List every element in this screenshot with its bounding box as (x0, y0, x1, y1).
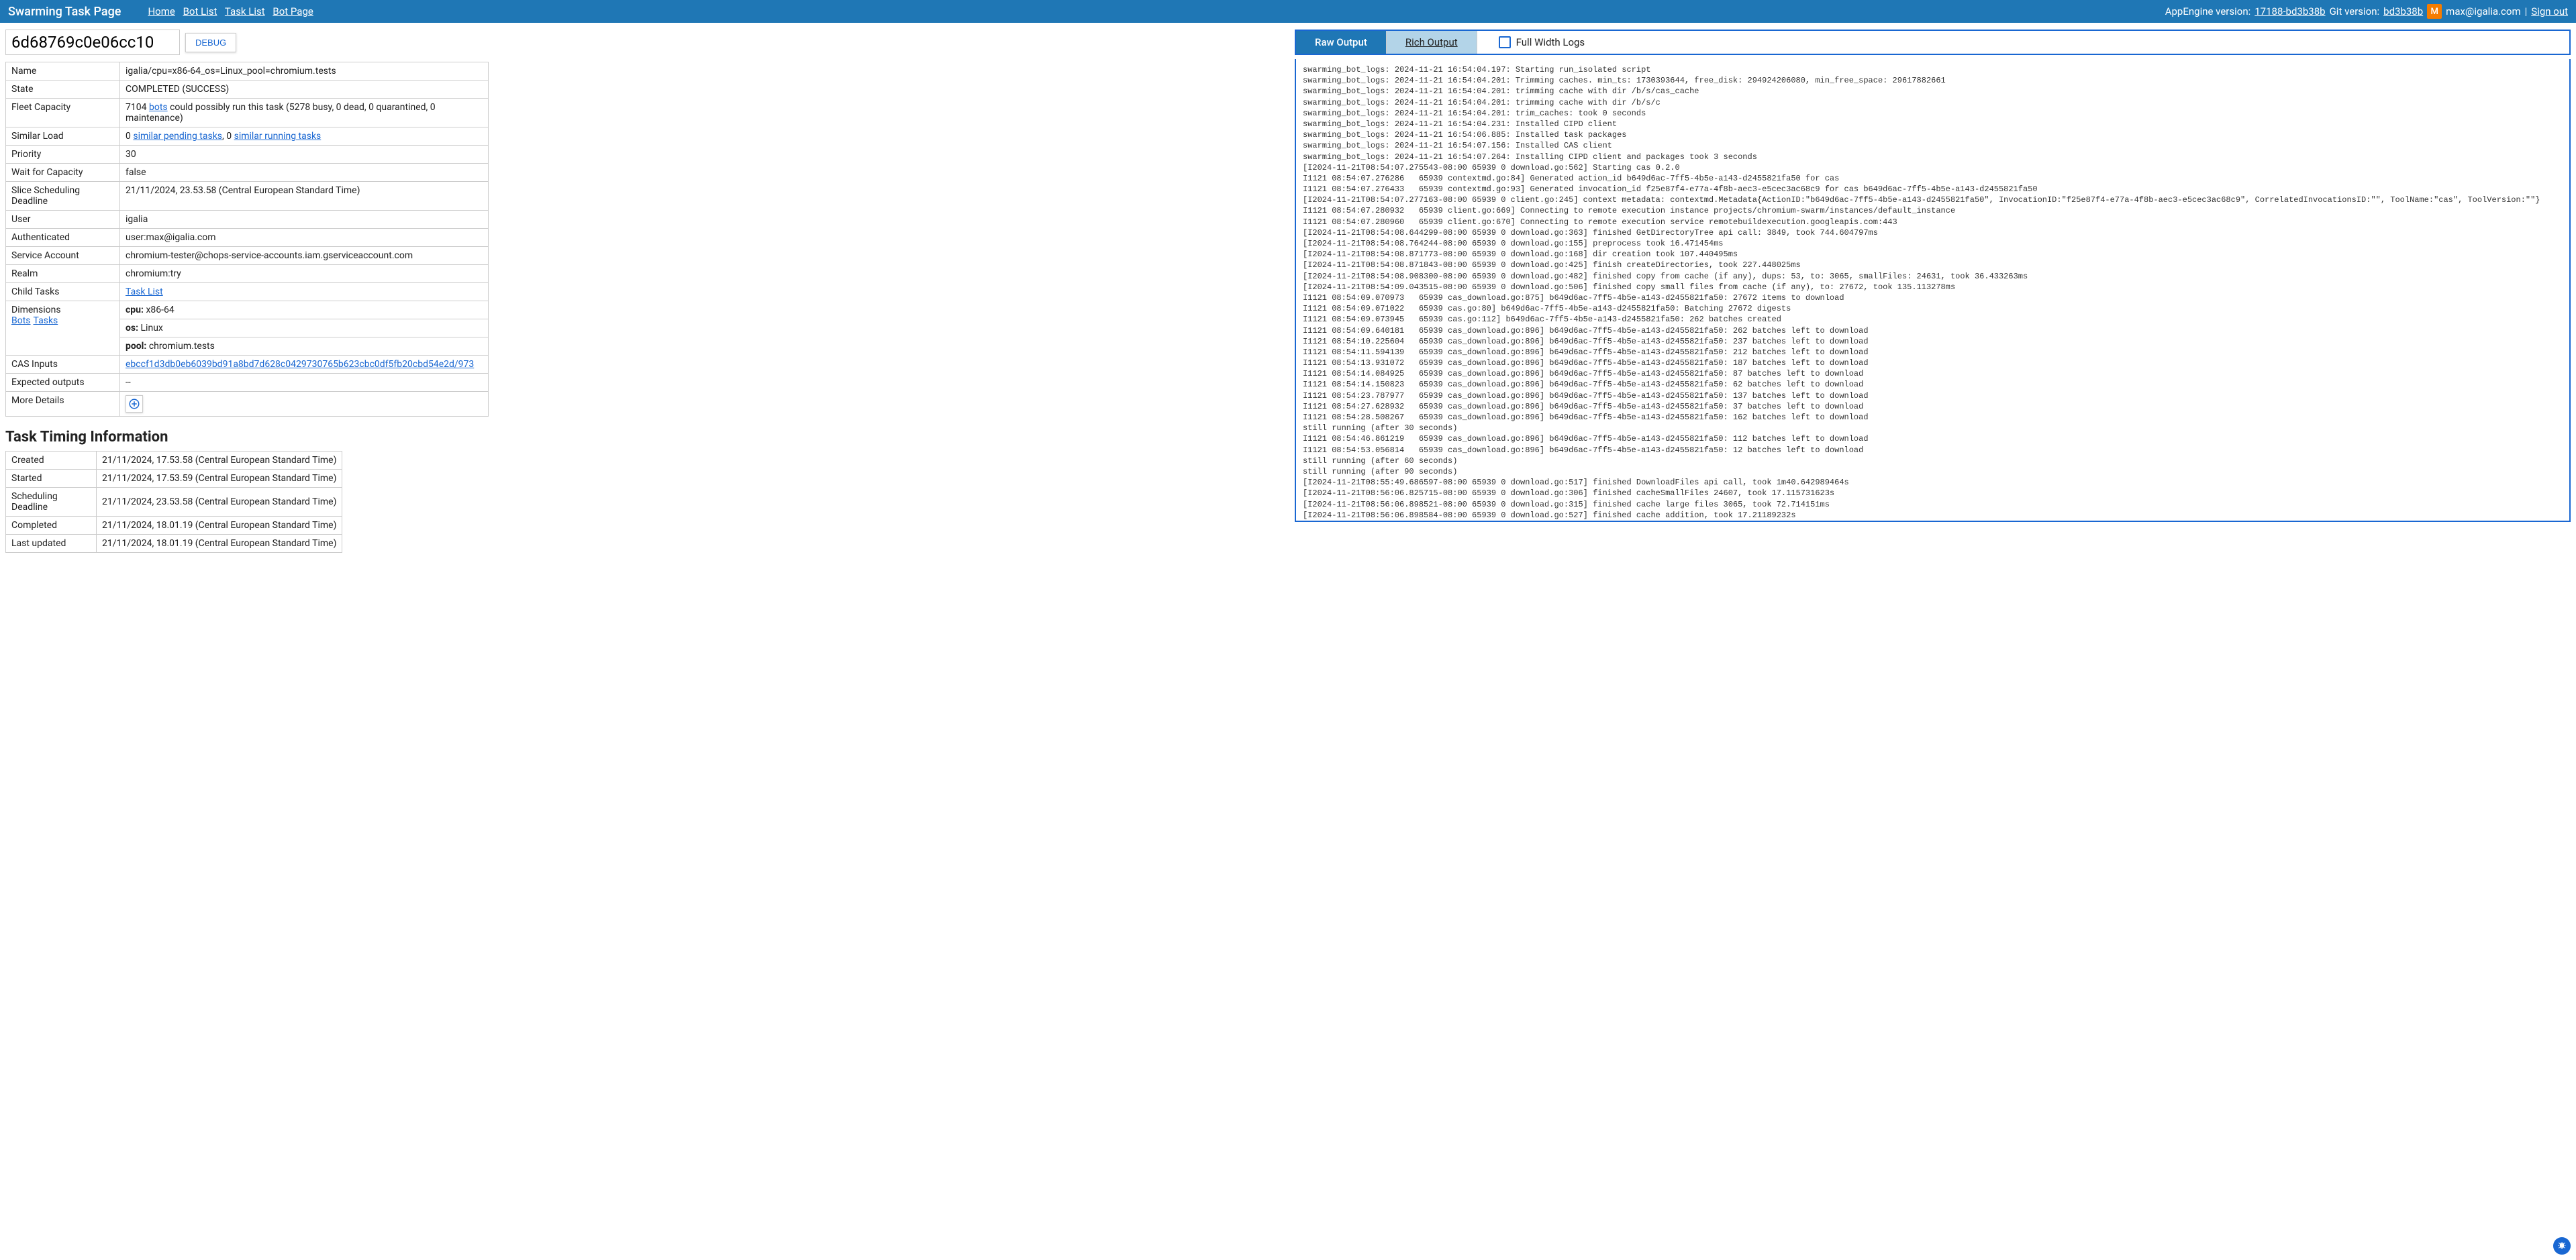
nav-bot-page[interactable]: Bot Page (273, 5, 313, 17)
header-nav: Home Bot List Task List Bot Page (148, 5, 318, 17)
row-auth-val: user:max@igalia.com (120, 229, 489, 247)
row-user-key: User (6, 211, 120, 229)
row-svcacct-key: Service Account (6, 247, 120, 265)
nav-home[interactable]: Home (148, 5, 175, 17)
feedback-bug-icon[interactable] (2553, 1237, 2571, 1255)
row-deadline-key: Slice Scheduling Deadline (6, 182, 120, 211)
row-fleet-key: Fleet Capacity (6, 99, 120, 127)
child-tasks-link[interactable]: Task List (126, 286, 163, 297)
row-priority-key: Priority (6, 146, 120, 164)
cas-inputs-link[interactable]: ebccf1d3db0eb6039bd91a8bd7d628c042973076… (126, 359, 474, 370)
row-user-val: igalia (120, 211, 489, 229)
header-right: AppEngine version: 17188-bd3b38b Git ver… (2165, 4, 2568, 19)
row-svcacct-val: chromium-tester@chops-service-accounts.i… (120, 247, 489, 265)
dim-pool: pool: chromium.tests (120, 337, 489, 356)
git-version-link[interactable]: bd3b38b (2383, 5, 2423, 17)
appengine-version-link[interactable]: 17188-bd3b38b (2255, 5, 2325, 17)
row-dims-key: Dimensions BotsTasks (6, 301, 120, 356)
timing-started-k: Started (6, 470, 97, 488)
row-name-val: igalia/cpu=x86-64_os=Linux_pool=chromium… (120, 62, 489, 81)
user-email: max@igalia.com (2446, 5, 2520, 17)
dim-os: os: Linux (120, 319, 489, 337)
similar-running-link[interactable]: similar running tasks (234, 131, 321, 142)
row-child-key: Child Tasks (6, 283, 120, 301)
row-expout-key: Expected outputs (6, 374, 120, 392)
appengine-label: AppEngine version: (2165, 5, 2251, 17)
log-output[interactable]: swarming_bot_logs: 2024-11-21 16:54:04.1… (1295, 59, 2571, 522)
task-info-table: Nameigalia/cpu=x86-64_os=Linux_pool=chro… (5, 62, 489, 417)
row-realm-key: Realm (6, 265, 120, 283)
timing-completed-v: 21/11/2024, 18.01.19 (Central European S… (97, 517, 342, 535)
timing-sched-v: 21/11/2024, 23.53.58 (Central European S… (97, 488, 342, 517)
tab-rich-output[interactable]: Rich Output (1387, 31, 1477, 54)
timing-section-title: Task Timing Information (5, 429, 1288, 445)
output-tabs: Raw Output Rich Output Full Width Logs (1295, 30, 2571, 55)
row-state-val: COMPLETED (SUCCESS) (120, 81, 489, 99)
row-realm-val: chromium:try (120, 265, 489, 283)
row-name-key: Name (6, 62, 120, 81)
signout-link[interactable]: Sign out (2531, 5, 2568, 17)
app-header: Swarming Task Page Home Bot List Task Li… (0, 0, 2576, 23)
nav-task-list[interactable]: Task List (225, 5, 265, 17)
tab-raw-output[interactable]: Raw Output (1296, 31, 1387, 54)
avatar[interactable]: M (2427, 4, 2442, 19)
full-width-label: Full Width Logs (1516, 36, 1585, 48)
row-wait-val: false (120, 164, 489, 182)
timing-updated-k: Last updated (6, 535, 97, 553)
page-title: Swarming Task Page (8, 5, 121, 19)
full-width-checkbox[interactable] (1499, 36, 1511, 48)
timing-sched-k: Scheduling Deadline (6, 488, 97, 517)
git-label: Git version: (2330, 5, 2380, 17)
row-wait-key: Wait for Capacity (6, 164, 120, 182)
row-auth-key: Authenticated (6, 229, 120, 247)
timing-completed-k: Completed (6, 517, 97, 535)
row-similar-key: Similar Load (6, 127, 120, 146)
row-more-key: More Details (6, 392, 120, 417)
more-details-expand-button[interactable] (126, 395, 143, 413)
row-cas-key: CAS Inputs (6, 356, 120, 374)
fleet-bots-link[interactable]: bots (149, 102, 168, 113)
timing-started-v: 21/11/2024, 17.53.59 (Central European S… (97, 470, 342, 488)
row-expout-val: -- (120, 374, 489, 392)
row-fleet-val: 7104 bots could possibly run this task (… (120, 99, 489, 127)
dim-cpu: cpu: x86-64 (120, 301, 489, 319)
timing-created-v: 21/11/2024, 17.53.58 (Central European S… (97, 452, 342, 470)
row-state-key: State (6, 81, 120, 99)
nav-bot-list[interactable]: Bot List (183, 5, 217, 17)
similar-pending-link[interactable]: similar pending tasks (133, 131, 222, 142)
task-id-input[interactable] (5, 30, 180, 55)
row-deadline-val: 21/11/2024, 23.53.58 (Central European S… (120, 182, 489, 211)
timing-created-k: Created (6, 452, 97, 470)
timing-updated-v: 21/11/2024, 18.01.19 (Central European S… (97, 535, 342, 553)
debug-button[interactable]: DEBUG (185, 33, 236, 52)
timing-table: Created21/11/2024, 17.53.58 (Central Eur… (5, 451, 342, 553)
dims-tasks-link[interactable]: Tasks (34, 315, 58, 326)
dims-bots-link[interactable]: Bots (11, 315, 31, 326)
row-similar-val: 0 similar pending tasks, 0 similar runni… (120, 127, 489, 146)
row-priority-val: 30 (120, 146, 489, 164)
